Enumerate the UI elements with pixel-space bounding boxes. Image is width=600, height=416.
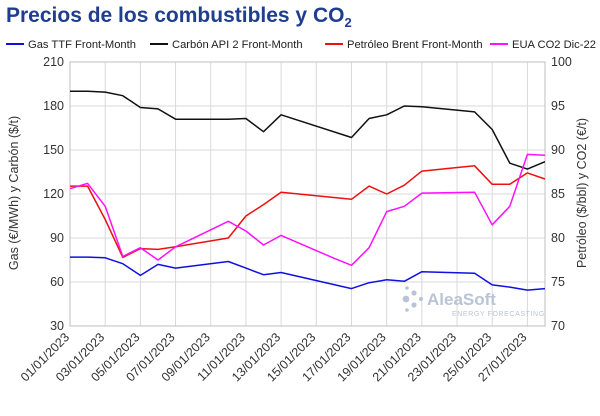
y2-tick-label: 75: [551, 275, 565, 289]
y2-tick-label: 85: [551, 187, 565, 201]
y-axis-right: 70 75 80 85 90 95 100: [551, 55, 572, 333]
y-tick-label: 180: [43, 99, 64, 113]
y2-tick-label: 100: [551, 55, 572, 69]
y-tick-label: 210: [43, 55, 64, 69]
plot-area-border: [69, 61, 546, 327]
legend-label: EUA CO2 Dic-22: [512, 39, 596, 51]
y-tick-label: 60: [50, 275, 64, 289]
legend-label: Gas TTF Front-Month: [28, 39, 136, 51]
watermark-tagline: ENERGY FORECASTING: [452, 311, 545, 318]
chart-title-subscript: 2: [344, 15, 352, 31]
chart-title-text: Precios de los combustibles y CO: [6, 4, 345, 27]
y2-tick-label: 90: [551, 143, 565, 157]
grid: [69, 61, 545, 327]
y-axis-left: 30 60 90 120 150 180 210: [43, 55, 64, 333]
y-axis-label: Gas (€/MWh) y Carbón ($/t): [7, 116, 21, 270]
series-layer: [69, 90, 546, 291]
y2-tick-label: 80: [551, 231, 565, 245]
y2-tick-label: 70: [551, 319, 565, 333]
plot-frame: [69, 61, 546, 327]
x-axis: 01/01/202303/01/202305/01/202307/01/2023…: [18, 330, 530, 384]
series-line-carbon-api-2-front-month: [70, 90, 546, 170]
legend: Gas TTF Front-Month Carbón API 2 Front-Mo…: [6, 39, 596, 51]
series-line-gas-ttf-front-month: [70, 256, 546, 291]
y-tick-label: 150: [43, 143, 64, 157]
watermark-logo: AleaSoft ENERGY FORECASTING: [402, 286, 545, 318]
y-tick-label: 90: [50, 231, 64, 245]
y-tick-label: 120: [43, 187, 64, 201]
watermark-dots-icon: [402, 286, 423, 312]
y-tick-label: 30: [50, 319, 64, 333]
chart-title: Precios de los combustibles y CO2: [6, 4, 352, 30]
y2-tick-label: 95: [551, 99, 565, 113]
watermark-brand: AleaSoft: [427, 290, 496, 309]
series-line-eua-co2-dic-22: [69, 153, 546, 267]
legend-label: Carbón API 2 Front-Month: [172, 39, 303, 51]
legend-label: Petróleo Brent Front-Month: [347, 39, 483, 51]
y2-axis-label: Petróleo ($/bbl) y CO2 (€/t): [575, 118, 589, 268]
series-line-petroleo-brent-front-month: [70, 165, 546, 259]
